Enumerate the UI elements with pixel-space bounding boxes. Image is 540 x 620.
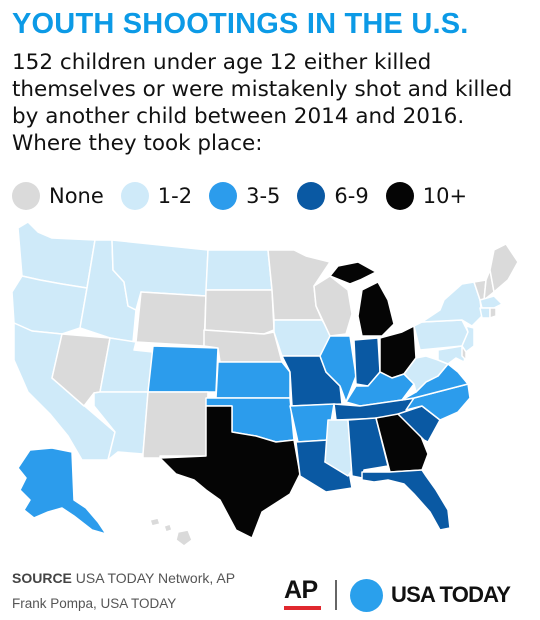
- legend-swatch-none: [12, 182, 40, 210]
- state-hi: [149, 517, 193, 547]
- state-ak: [17, 447, 107, 535]
- state-ny: [421, 281, 483, 327]
- state-tx: [159, 405, 301, 539]
- state-ms: [324, 419, 353, 477]
- state-wi: [313, 275, 353, 337]
- legend-item-3-5: 3-5: [209, 182, 280, 210]
- legend-item-10-plus: 10+: [385, 182, 468, 210]
- source-text: USA TODAY Network, AP: [75, 570, 236, 586]
- us-choropleth-map: [11, 222, 519, 547]
- state-fl: [361, 469, 451, 531]
- legend-label-10-plus: 10+: [422, 184, 468, 208]
- ap-logo: AP: [284, 578, 324, 610]
- legend-label-3-5: 3-5: [246, 184, 281, 208]
- usa-today-logo: USA TODAY: [391, 582, 511, 607]
- state-pa: [413, 319, 469, 351]
- state-wv: [403, 355, 449, 393]
- legend-swatch-3-5: [209, 182, 238, 210]
- legend-item-6-9: 6-9: [297, 182, 369, 210]
- legend-item-1-2: 1-2: [120, 182, 193, 210]
- state-ma: [479, 295, 503, 309]
- state-ca: [13, 322, 116, 461]
- state-nd: [205, 249, 273, 291]
- state-nm: [142, 391, 209, 459]
- state-mi: [329, 261, 395, 337]
- logo-divider: [335, 580, 337, 610]
- state-ks: [215, 361, 291, 399]
- state-ut: [99, 337, 154, 393]
- map-legend: None 1-2 3-5 6-9 10+: [12, 181, 484, 211]
- subtitle: 152 children under age 12 either killed …: [12, 50, 513, 156]
- state-me: [489, 243, 519, 293]
- legend-swatch-6-9: [297, 182, 326, 210]
- state-de: [461, 345, 467, 361]
- usa-today-dot-icon: [350, 579, 383, 612]
- legend-swatch-1-2: [120, 182, 149, 210]
- state-il: [319, 335, 357, 403]
- ap-logo-text: AP: [284, 576, 318, 604]
- credit-line: Frank Pompa, USA TODAY: [12, 596, 177, 611]
- source-label: SOURCE: [12, 570, 72, 586]
- legend-label-6-9: 6-9: [334, 184, 369, 208]
- legend-label-1-2: 1-2: [157, 184, 193, 208]
- legend-swatch-10-plus: [385, 182, 414, 210]
- state-sd: [204, 289, 275, 335]
- source-line: SOURCE USA TODAY Network, AP: [12, 570, 235, 586]
- state-ct: [479, 307, 491, 319]
- legend-item-none: None: [12, 182, 104, 210]
- state-wy: [135, 291, 207, 347]
- page-title: YOUTH SHOOTINGS IN THE U.S.: [12, 8, 469, 40]
- legend-label-none: None: [49, 184, 104, 208]
- ap-logo-bar: [284, 606, 321, 610]
- state-co: [147, 345, 219, 393]
- state-ri: [489, 307, 497, 319]
